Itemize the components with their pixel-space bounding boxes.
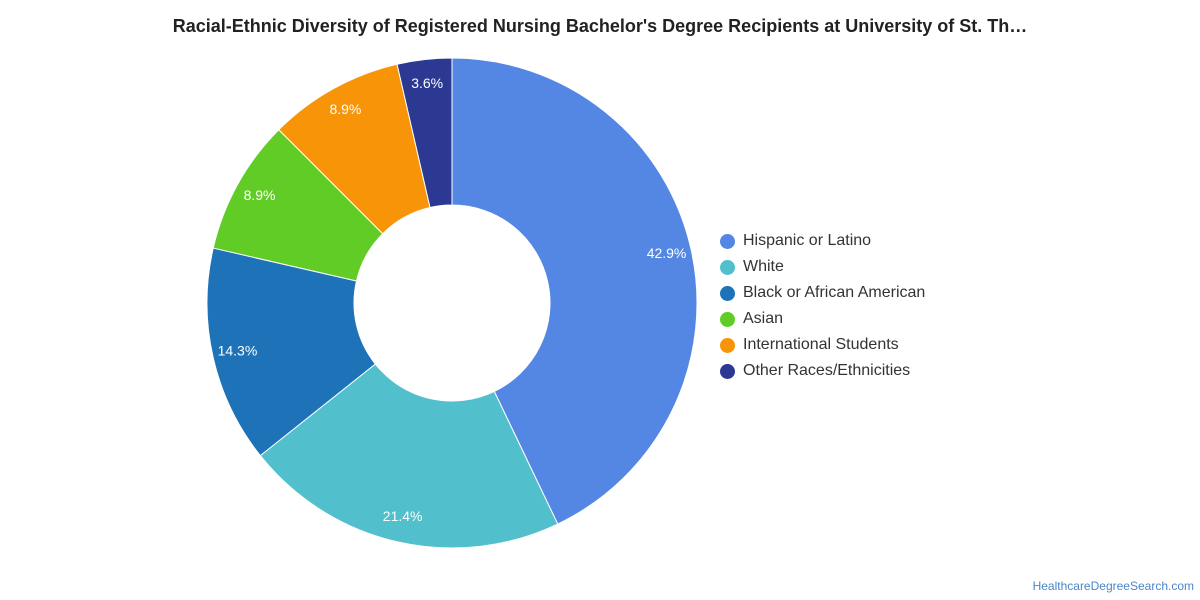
slice-other-races-ethnicities[interactable] <box>396 57 453 209</box>
slice-label-hispanic-or-latino: 42.9% <box>647 245 687 261</box>
legend-label: Black or African American <box>743 284 926 301</box>
chart-title: Racial-Ethnic Diversity of Registered Nu… <box>172 16 1028 36</box>
legend-swatch <box>720 311 735 327</box>
slices-layer <box>206 57 698 549</box>
legend-item-hispanic-or-latino[interactable]: Hispanic or Latino <box>720 228 925 254</box>
chart-legend: Hispanic or Latino White Black or African … <box>720 228 925 384</box>
slice-label-other-races-ethnicities: 3.6% <box>411 75 443 91</box>
slice-white[interactable] <box>259 363 559 549</box>
legend-item-international-students[interactable]: International Students <box>720 332 925 358</box>
legend-item-other-races-ethnicities[interactable]: Other Races/Ethnicities <box>720 358 925 384</box>
legend-item-asian[interactable]: Asian <box>720 306 925 332</box>
slice-labels-layer: 42.9% 21.4% 14.3% 8.9% 8.9% 3.6% <box>218 75 687 524</box>
legend-label: International Students <box>743 336 899 353</box>
legend-swatch <box>720 363 735 379</box>
legend-swatch <box>720 285 735 301</box>
legend-item-black-or-african-american[interactable]: Black or African American <box>720 280 925 306</box>
slice-label-asian: 8.9% <box>244 187 276 203</box>
slice-label-white: 21.4% <box>383 508 423 524</box>
slice-hispanic-or-latino[interactable] <box>451 57 698 525</box>
legend-swatch <box>720 233 735 249</box>
slice-label-black-or-african-american: 14.3% <box>218 342 258 358</box>
legend-swatch <box>720 259 735 275</box>
slice-label-international-students: 8.9% <box>329 101 361 117</box>
legend-swatch <box>720 337 735 353</box>
source-link[interactable]: HealthcareDegreeSearch.com <box>1032 579 1194 593</box>
legend-label: Asian <box>743 310 784 327</box>
legend-label: Hispanic or Latino <box>743 232 872 249</box>
legend-item-white[interactable]: White <box>720 254 925 280</box>
slice-black-or-african-american[interactable] <box>206 247 377 457</box>
legend-label: White <box>743 258 784 275</box>
legend-label: Other Races/Ethnicities <box>743 362 911 379</box>
